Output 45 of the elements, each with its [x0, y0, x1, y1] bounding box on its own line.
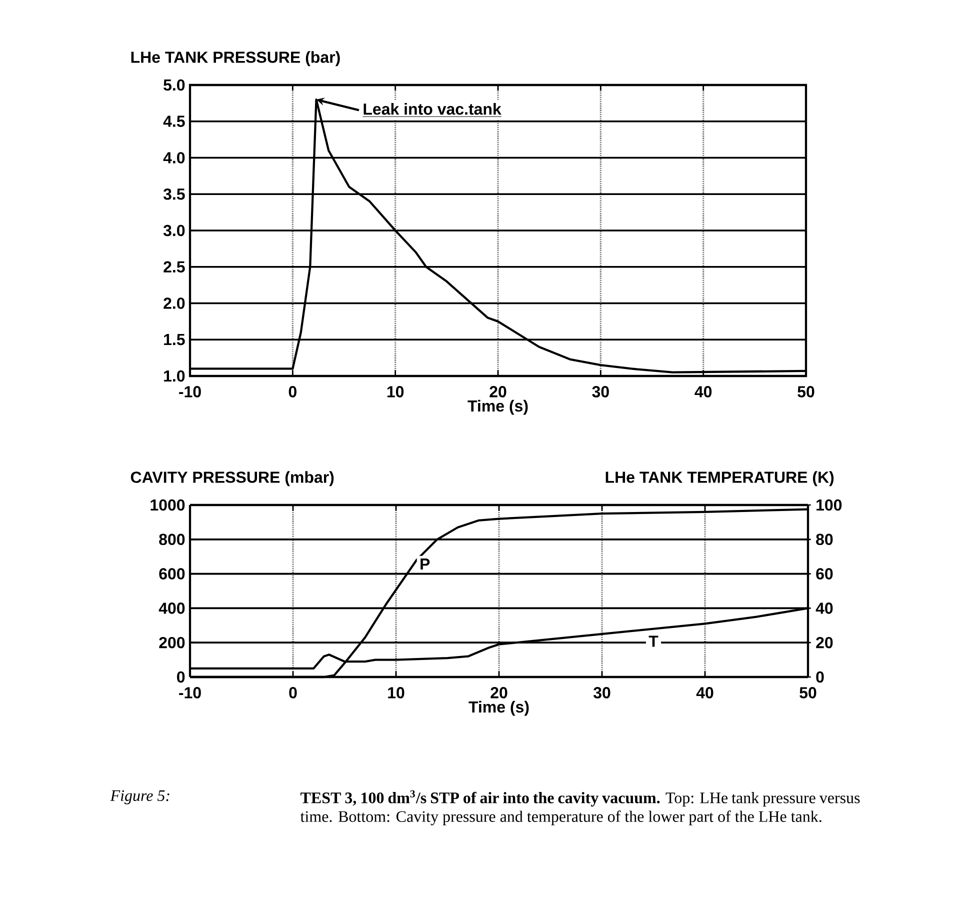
x-tick-label: 0 [288, 386, 296, 398]
y-tick-label: 3.0 [163, 224, 185, 236]
y-tick-label: 1.0 [164, 370, 185, 382]
y-axis-title: CAVITY PRESSURE (mbar) [130, 471, 334, 486]
x-tick-label: 30 [593, 687, 610, 698]
y-axis-title: LHe TANK PRESSURE (bar) [131, 51, 340, 66]
y2-tick-label: 20 [816, 636, 833, 648]
x-tick-label: -10 [179, 386, 201, 398]
x-axis-title: Time (s) [468, 700, 529, 716]
y2-tick-label: 80 [816, 534, 833, 546]
y-tick-label: 1000 [150, 499, 185, 511]
y2-tick-label: 60 [816, 568, 833, 580]
y-tick-label: 5.0 [164, 79, 185, 91]
y-tick-label: 200 [159, 636, 185, 648]
x-tick-label: 0 [289, 687, 297, 698]
x-tick-label: 10 [388, 687, 404, 698]
y2-tick-label: 0 [816, 671, 824, 683]
annotation: Leak into vac.tank [364, 103, 502, 115]
y2-tick-label: 40 [816, 602, 833, 614]
y2-tick-label: 100 [816, 499, 842, 511]
y-tick-label: 3.5 [163, 188, 185, 200]
x-tick-label: 20 [490, 687, 508, 698]
x-tick-label: 50 [800, 687, 816, 698]
x-tick-label: 40 [694, 386, 712, 398]
y2-axis-title: LHe TANK TEMPERATURE (K) [606, 471, 834, 486]
text: TEST 3, 100 dm$^{3}$/s STP of air into the cavity vacuum. Top: LHe tank pressure versus time. Bottom: Cavity pressure and temperature of the lower part of the LHe tank. [300, 790, 860, 826]
x-axis-title: Time (s) [468, 400, 528, 415]
x-tick-label: 30 [592, 386, 609, 398]
x-tick-label: 50 [798, 386, 814, 398]
x-tick-label: 20 [490, 386, 506, 398]
series-label: T [648, 636, 658, 647]
text: Figure 5: [110, 790, 170, 804]
y-tick-label: 1.5 [164, 334, 185, 346]
y-tick-label: 2.0 [164, 298, 185, 309]
y-tick-label: 4.5 [163, 116, 185, 127]
series-label: P [420, 558, 430, 570]
y-tick-label: 0 [177, 671, 185, 683]
x-tick-label: 40 [696, 687, 714, 698]
x-tick-label: -10 [179, 687, 201, 698]
x-tick-label: 10 [387, 386, 404, 398]
y-tick-label: 600 [159, 568, 185, 580]
y-tick-label: 2.5 [164, 261, 185, 273]
y-tick-label: 4.0 [163, 152, 185, 164]
y-tick-label: 400 [158, 602, 185, 614]
y-tick-label: 800 [159, 534, 185, 546]
